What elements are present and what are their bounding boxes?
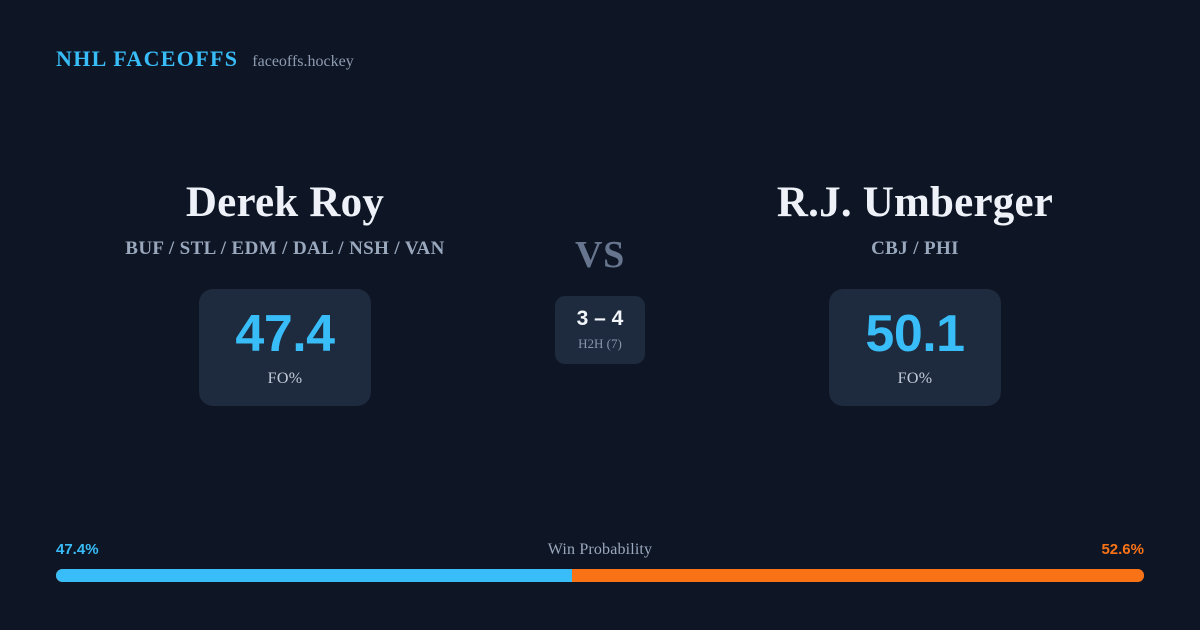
win-probability-bar-right-fill (571, 569, 1144, 582)
head-to-head-card: 3 – 4 H2H (7) (555, 296, 645, 364)
player-card-left: Derek Roy BUF / STL / EDM / DAL / NSH / … (70, 179, 500, 407)
player-card-right: R.J. Umberger CBJ / PHI 50.1 FO% (700, 179, 1130, 407)
brand-title[interactable]: NHL FACEOFFS (56, 46, 239, 71)
stat-label-right: FO% (897, 369, 933, 387)
stat-card-right: 50.1 FO% (829, 289, 1001, 407)
win-probability-right-value: 52.6% (1101, 541, 1144, 558)
head-to-head-label: H2H (7) (578, 336, 622, 351)
stat-value-right: 50.1 (865, 304, 965, 363)
stat-value-left: 47.4 (235, 304, 335, 363)
win-probability-bar (56, 569, 1144, 582)
head-to-head-score: 3 – 4 (576, 307, 624, 330)
versus-column: VS 3 – 4 H2H (7) (500, 180, 700, 364)
stat-label-left: FO% (267, 369, 303, 387)
site-domain: faceoffs.hockey (252, 53, 354, 70)
win-probability-section: 47.4% Win Probability 52.6% (56, 541, 1144, 582)
win-probability-bar-left-fill (56, 569, 572, 582)
stat-card-left: 47.4 FO% (199, 289, 371, 407)
matchup-section: Derek Roy BUF / STL / EDM / DAL / NSH / … (0, 179, 1200, 440)
player-name-right[interactable]: R.J. Umberger (776, 179, 1054, 226)
player-teams-left: BUF / STL / EDM / DAL / NSH / VAN (125, 238, 445, 260)
player-teams-right: CBJ / PHI (871, 238, 959, 260)
win-probability-left-value: 47.4% (56, 541, 99, 558)
player-name-left[interactable]: Derek Roy (185, 179, 385, 226)
versus-label: VS (574, 234, 626, 276)
win-probability-labels: 47.4% Win Probability 52.6% (56, 541, 1144, 559)
header: NHL FACEOFFS faceoffs.hockey (56, 46, 354, 72)
win-probability-title: Win Probability (547, 541, 653, 558)
